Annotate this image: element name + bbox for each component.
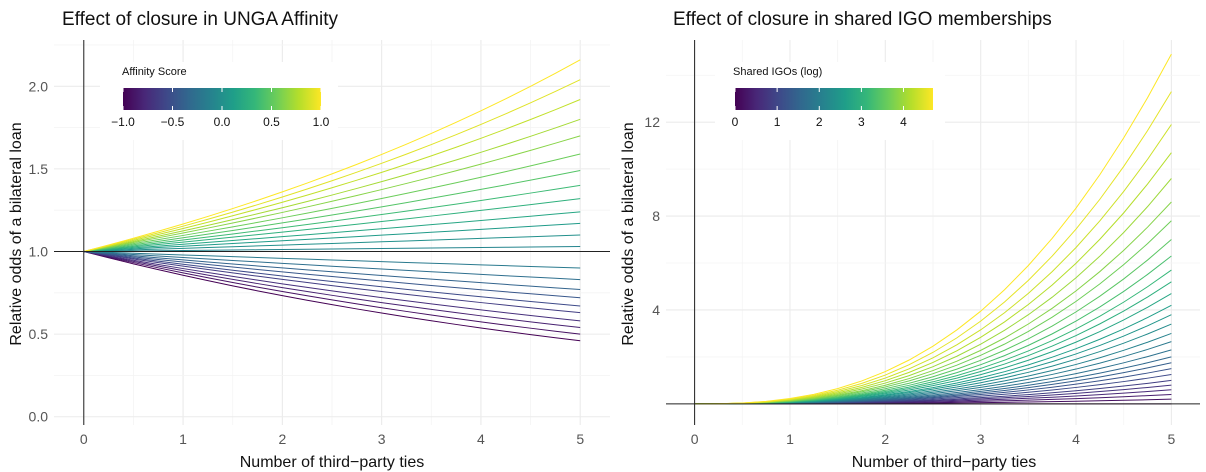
series-line [83, 251, 581, 307]
legend-tick-label: 2 [816, 115, 823, 129]
chart-title: Effect of closure in UNGA Affinity [62, 9, 338, 30]
x-tick-label: 5 [576, 431, 584, 447]
x-tick-label: 0 [691, 431, 699, 447]
series-line [83, 251, 581, 335]
y-tick-label: 4 [652, 302, 660, 318]
legend-tick-label: 1.0 [313, 115, 330, 129]
series-lines [694, 53, 1172, 405]
legend-colorbar [123, 88, 321, 110]
series-line [83, 251, 581, 342]
y-tick-label: 0.5 [29, 326, 49, 342]
axes [666, 40, 1200, 425]
series-line [83, 153, 581, 252]
x-tick-label: 1 [179, 431, 187, 447]
chart-title: Effect of closure in shared IGO membersh… [673, 9, 1052, 30]
series-line [83, 79, 581, 252]
series-line [83, 251, 581, 299]
x-tick-label: 5 [1167, 431, 1175, 447]
series-line [83, 99, 581, 252]
tick-labels: 0 1 2 3 4 5 0.0 0.5 1.0 1.5 2.0 [29, 78, 585, 447]
series-line [83, 198, 581, 252]
series-line [83, 251, 581, 291]
axes [54, 40, 610, 425]
legend-tick-label: −1.0 [111, 115, 135, 129]
legend-tick-label: 3 [858, 115, 865, 129]
series-line [83, 234, 581, 252]
chart-shared-igo: Effect of closure in shared IGO membersh… [620, 9, 1200, 471]
series-line [83, 59, 581, 252]
series-line [83, 135, 581, 252]
x-tick-label: 4 [1072, 431, 1080, 447]
legend-tick-label: 0.0 [214, 115, 231, 129]
legend-tick-label: 0 [732, 115, 739, 129]
legend-title: Shared IGOs (log) [733, 66, 822, 78]
series-line [83, 118, 581, 252]
series-line [83, 246, 581, 252]
legend-tick-label: 0.5 [263, 115, 280, 129]
series-line [83, 251, 581, 269]
series-line [83, 211, 581, 252]
y-axis-title: Relative odds of a bilateral loan [620, 122, 637, 345]
x-axis-title: Number of third−party ties [240, 454, 425, 471]
series-line [83, 184, 581, 252]
series-line [694, 53, 1172, 405]
y-tick-label: 0.0 [29, 409, 49, 425]
y-tick-label: 1.0 [29, 244, 49, 260]
x-tick-label: 4 [477, 431, 485, 447]
series-line [83, 222, 581, 252]
series-lines [83, 59, 581, 342]
series-line [83, 251, 581, 329]
legend: Affinity Score −1.0 −0.5 0.0 0.5 1.0 [100, 62, 338, 140]
legend: Shared IGOs (log) 0 1 2 3 4 [715, 62, 945, 140]
x-tick-label: 2 [278, 431, 286, 447]
legend-tick-label: 4 [900, 115, 907, 129]
series-line [83, 251, 581, 281]
series-line [83, 251, 581, 314]
legend-title: Affinity Score [122, 66, 187, 78]
legend-tick-label: 1 [774, 115, 781, 129]
x-axis-title: Number of third−party ties [852, 454, 1037, 471]
y-tick-label: 8 [652, 208, 660, 224]
x-tick-label: 1 [786, 431, 794, 447]
legend-colorbar [735, 88, 933, 110]
legend-tick-label: −0.5 [161, 115, 185, 129]
x-tick-label: 2 [881, 431, 889, 447]
x-tick-label: 3 [977, 431, 985, 447]
x-tick-label: 3 [378, 431, 386, 447]
series-line [83, 251, 581, 322]
y-tick-label: 12 [644, 114, 660, 130]
y-tick-label: 2.0 [29, 78, 49, 94]
y-axis-title: Relative odds of a bilateral loan [8, 122, 25, 345]
chart-unga-affinity: Effect of closure in UNGA Affinity 0 1 2 3 4… [8, 9, 610, 471]
series-line [83, 170, 581, 252]
x-tick-label: 0 [80, 431, 88, 447]
y-tick-label: 1.5 [29, 161, 49, 177]
